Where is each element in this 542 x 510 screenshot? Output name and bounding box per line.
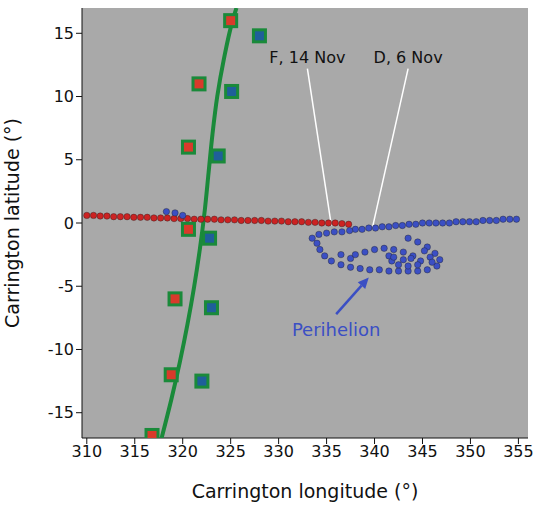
svg-text:Carrington latitude (°): Carrington latitude (°) (1, 118, 23, 328)
svg-text:345: 345 (407, 442, 438, 461)
svg-text:340: 340 (359, 442, 390, 461)
svg-text:330: 330 (263, 442, 294, 461)
svg-text:320: 320 (167, 442, 198, 461)
svg-text:15: 15 (54, 24, 74, 43)
svg-text:-10: -10 (48, 340, 74, 359)
svg-text:Carrington longitude (°): Carrington longitude (°) (192, 480, 419, 502)
svg-text:D, 6 Nov: D, 6 Nov (374, 48, 443, 67)
svg-text:F, 14 Nov: F, 14 Nov (269, 48, 345, 67)
svg-text:0: 0 (64, 214, 74, 233)
svg-text:350: 350 (455, 442, 486, 461)
svg-text:5: 5 (64, 150, 74, 169)
svg-text:-5: -5 (58, 277, 74, 296)
svg-text:310: 310 (72, 442, 103, 461)
svg-text:-15: -15 (48, 403, 74, 422)
svg-text:355: 355 (503, 442, 534, 461)
svg-text:325: 325 (215, 442, 246, 461)
svg-text:Perihelion: Perihelion (292, 319, 381, 340)
svg-text:10: 10 (54, 87, 74, 106)
svg-text:335: 335 (311, 442, 342, 461)
svg-text:315: 315 (119, 442, 150, 461)
